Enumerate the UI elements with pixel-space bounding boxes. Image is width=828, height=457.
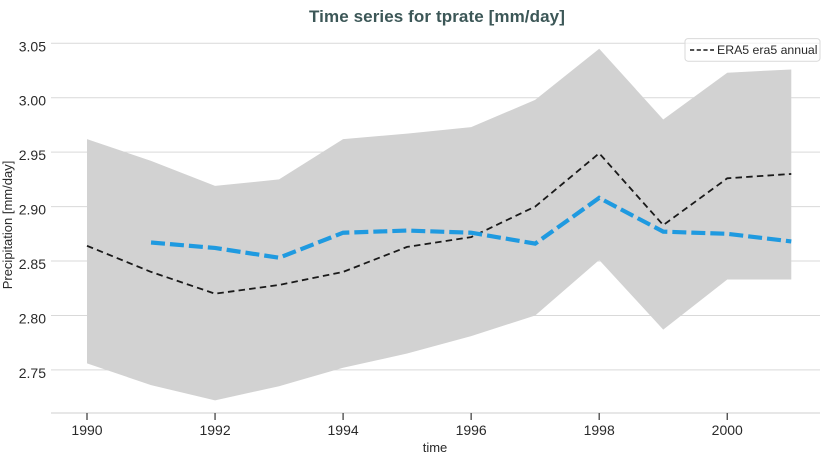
svg-text:time: time [423,440,448,455]
svg-text:2.85: 2.85 [19,256,46,272]
svg-text:2000: 2000 [712,422,743,438]
svg-text:1994: 1994 [328,422,359,438]
svg-text:1990: 1990 [71,422,102,438]
svg-text:ERA5 era5 annual: ERA5 era5 annual [717,43,818,57]
svg-text:2.80: 2.80 [19,310,46,326]
svg-text:1992: 1992 [199,422,230,438]
svg-text:2.90: 2.90 [19,202,46,218]
svg-text:2.75: 2.75 [19,365,46,381]
svg-text:Precipitation [mm/day]: Precipitation [mm/day] [0,161,15,290]
svg-text:3.05: 3.05 [19,38,46,54]
svg-text:3.00: 3.00 [19,93,46,109]
svg-text:1998: 1998 [584,422,615,438]
svg-text:2.95: 2.95 [19,147,46,163]
svg-text:1996: 1996 [456,422,487,438]
